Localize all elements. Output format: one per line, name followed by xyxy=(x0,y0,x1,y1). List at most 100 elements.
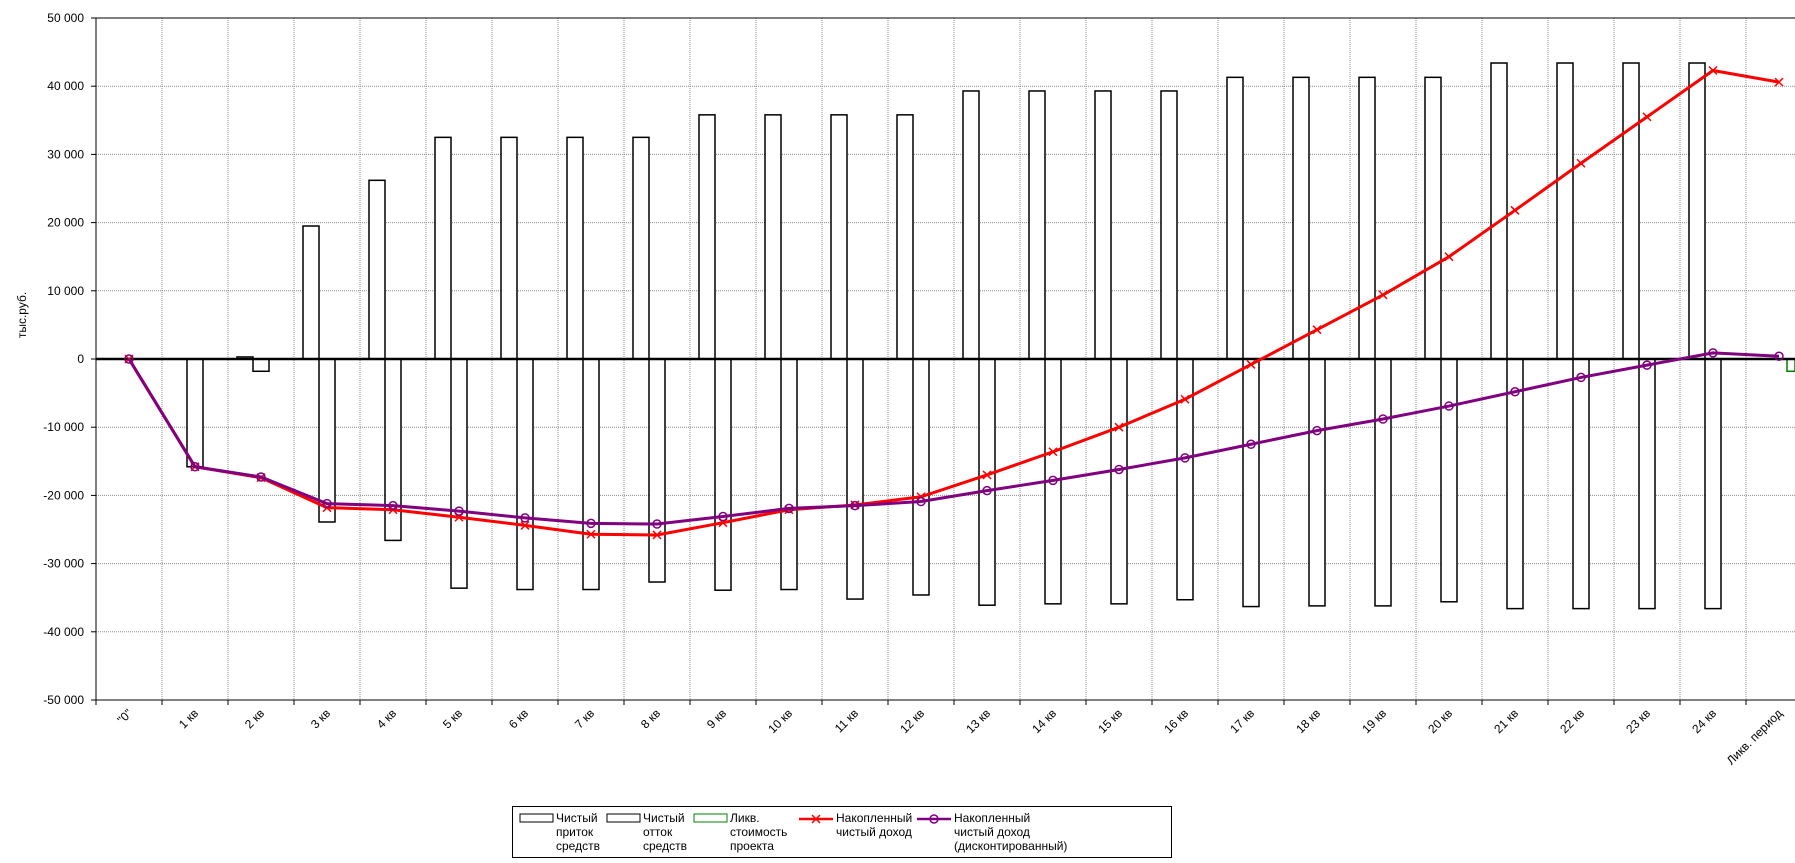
y-tick-label: 0 xyxy=(77,352,84,366)
bar-outflow xyxy=(1308,358,1326,607)
bar-outflow xyxy=(582,358,600,591)
point-discounted xyxy=(982,485,992,496)
point-discounted xyxy=(652,519,662,529)
legend-label-cumulative: Накопленный чистый доход xyxy=(836,811,913,839)
line-discounted xyxy=(127,351,1780,526)
point-cumulative-stroke xyxy=(1114,422,1124,432)
bar-outflow xyxy=(1572,358,1590,610)
bar-outflow xyxy=(714,358,732,591)
bar-outflow xyxy=(516,358,534,591)
point-cumulative xyxy=(1708,65,1718,76)
bar-inflow xyxy=(1094,90,1112,360)
bar-outflow xyxy=(318,358,336,523)
bar-outflow xyxy=(1110,358,1128,605)
point-discounted xyxy=(1642,360,1652,370)
point-cumulative xyxy=(1246,359,1256,369)
point-discounted xyxy=(1246,439,1256,449)
x-tick-label: Ликв. период xyxy=(1724,706,1785,767)
bar-outflow xyxy=(450,358,468,589)
bar-outflow xyxy=(186,358,204,468)
point-discounted xyxy=(718,511,728,522)
y-tick-label: 20 000 xyxy=(47,216,84,230)
bar-inflow xyxy=(962,90,980,360)
x-tick-label: 1 кв xyxy=(176,706,201,731)
x-tick-label: 12 кв xyxy=(897,706,927,736)
point-cumulative-stroke xyxy=(586,529,596,539)
bar-outflow xyxy=(1374,358,1392,607)
point-discounted xyxy=(1180,453,1190,463)
x-tick-label: 11 кв xyxy=(832,706,861,735)
point-cumulative-stroke xyxy=(1642,112,1652,122)
point-discounted xyxy=(1774,351,1784,362)
x-tick-label: 17 кв xyxy=(1227,706,1257,736)
x-tick-label: 20 кв xyxy=(1425,706,1455,736)
bar-outflow xyxy=(912,358,930,596)
bar-outflow xyxy=(1638,358,1656,610)
point-cumulative-stroke xyxy=(1312,325,1322,335)
bar-inflow xyxy=(764,114,782,360)
point-cumulative xyxy=(520,520,530,530)
bar-outflow xyxy=(780,358,798,591)
point-discounted xyxy=(850,500,860,511)
x-tick-label: 5 кв xyxy=(440,706,465,731)
x-tick-label: 19 кв xyxy=(1359,706,1389,736)
point-cumulative xyxy=(1114,422,1124,432)
point-cumulative xyxy=(1048,447,1058,457)
point-cumulative-stroke xyxy=(1708,65,1718,76)
x-tick-label: 23 кв xyxy=(1623,706,1653,736)
x-tick-label: 6 кв xyxy=(506,706,531,731)
point-discounted xyxy=(190,462,200,472)
point-cumulative-stroke xyxy=(1444,252,1454,262)
point-discounted xyxy=(388,500,398,511)
x-tick-label: 9 кв xyxy=(704,706,729,731)
x-tick-label: 13 кв xyxy=(963,706,993,736)
bar-inflow xyxy=(896,114,914,360)
legend-swatch-liquidation xyxy=(693,813,728,823)
bar-outflow xyxy=(1242,358,1260,608)
point-cumulative xyxy=(982,470,992,480)
bar-inflow xyxy=(434,136,452,360)
bar-inflow xyxy=(830,114,848,360)
point-cumulative xyxy=(586,529,596,539)
point-cumulative xyxy=(1378,290,1388,300)
point-discounted xyxy=(586,518,596,529)
point-discounted xyxy=(784,503,794,514)
bar-inflow xyxy=(368,179,386,360)
y-tick-label: 30 000 xyxy=(47,147,84,161)
point-cumulative-stroke xyxy=(1378,290,1388,300)
legend-label-outflow: Чистый отток средств xyxy=(643,811,687,853)
point-discounted xyxy=(1114,464,1124,475)
bar-inflow xyxy=(1490,62,1508,360)
bar-inflow xyxy=(1292,76,1310,360)
axes xyxy=(91,17,1795,705)
point-discounted xyxy=(454,506,464,516)
point-cumulative xyxy=(1510,205,1520,215)
y-tick-label: -30 000 xyxy=(43,557,84,571)
x-tick-label: 8 кв xyxy=(638,706,663,731)
point-cumulative-stroke xyxy=(1048,447,1058,457)
point-discounted xyxy=(520,513,530,523)
bar-outflow xyxy=(648,358,666,583)
point-cumulative xyxy=(1774,77,1784,87)
lines xyxy=(124,65,1784,540)
y-tick-label: 40 000 xyxy=(47,79,84,93)
bar-inflow xyxy=(302,225,320,360)
y-tick-label: -20 000 xyxy=(43,488,84,502)
bar-inflow xyxy=(1622,62,1640,360)
x-tick-label: 16 кв xyxy=(1161,706,1191,736)
point-cumulative-stroke xyxy=(652,530,662,540)
y-tick-label: 10 000 xyxy=(47,284,84,298)
x-tick-label: 10 кв xyxy=(765,706,795,736)
point-discounted xyxy=(1576,372,1586,383)
bar-outflow xyxy=(1704,358,1722,610)
bar-liquidation xyxy=(1786,358,1795,373)
point-cumulative-stroke xyxy=(1180,394,1190,404)
point-discounted xyxy=(1708,348,1718,358)
point-cumulative xyxy=(1642,112,1652,122)
point-discounted xyxy=(322,498,332,509)
point-cumulative xyxy=(1444,252,1454,262)
point-discounted xyxy=(1048,475,1058,486)
x-tick-label: 3 кв xyxy=(308,706,333,731)
y-axis-title: тыс.руб. xyxy=(15,292,29,338)
